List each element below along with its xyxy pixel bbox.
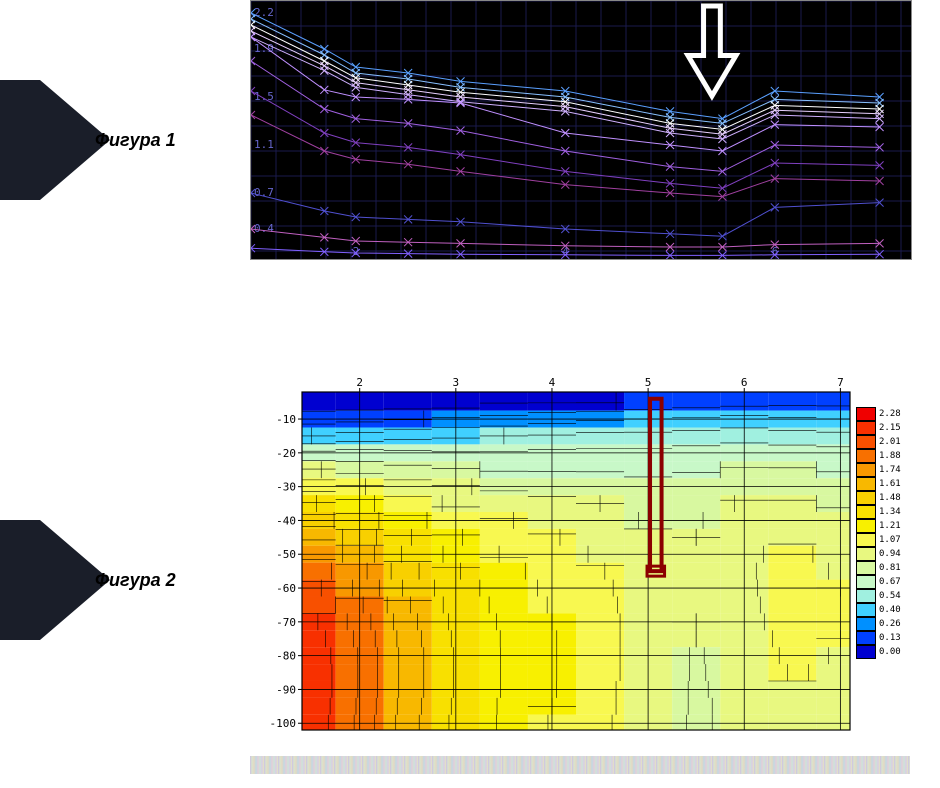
- svg-text:-70: -70: [276, 616, 296, 629]
- legend-swatch: [856, 589, 876, 603]
- svg-text:-80: -80: [276, 650, 296, 663]
- figure2-label-block: Фигура 2: [0, 520, 200, 640]
- legend-value: 1.21: [879, 521, 901, 531]
- legend-swatch: [856, 449, 876, 463]
- figure1-svg: 2.21.91.51.10.70.4246: [251, 1, 911, 259]
- figure1-label-block: Фигура 1: [0, 80, 200, 200]
- svg-text:1.5: 1.5: [254, 90, 274, 103]
- legend-swatch: [856, 519, 876, 533]
- noise-strip: [250, 756, 910, 774]
- svg-text:-100: -100: [270, 717, 297, 730]
- legend-swatch: [856, 575, 876, 589]
- figure2-arrow-shape: [0, 520, 110, 640]
- legend-value: 2.28: [879, 409, 901, 419]
- legend-value: 0.40: [879, 605, 901, 615]
- legend-value: 0.26: [879, 619, 901, 629]
- legend-row: 0.13: [856, 631, 901, 645]
- legend-row: 2.15: [856, 421, 901, 435]
- legend-row: 0.26: [856, 617, 901, 631]
- legend-swatch: [856, 547, 876, 561]
- legend-value: 2.01: [879, 437, 901, 447]
- legend-value: 0.13: [879, 633, 901, 643]
- legend-swatch: [856, 421, 876, 435]
- legend-value: 0.81: [879, 563, 901, 573]
- svg-text:-50: -50: [276, 548, 296, 561]
- legend-row: 1.61: [856, 477, 901, 491]
- legend-row: 1.21: [856, 519, 901, 533]
- legend-row: 0.00: [856, 645, 901, 659]
- legend-value: 1.48: [879, 493, 901, 503]
- legend-row: 1.34: [856, 505, 901, 519]
- legend-swatch: [856, 533, 876, 547]
- legend-swatch: [856, 561, 876, 575]
- svg-text:5: 5: [645, 376, 652, 389]
- svg-text:-30: -30: [276, 481, 296, 494]
- legend-swatch: [856, 407, 876, 421]
- svg-text:2.2: 2.2: [254, 6, 274, 19]
- legend-swatch: [856, 463, 876, 477]
- legend-value: 1.07: [879, 535, 901, 545]
- legend-value: 1.88: [879, 451, 901, 461]
- legend-value: 0.54: [879, 591, 901, 601]
- legend-value: 1.34: [879, 507, 901, 517]
- legend-swatch: [856, 603, 876, 617]
- svg-text:3: 3: [453, 376, 460, 389]
- svg-text:4: 4: [549, 376, 556, 389]
- svg-text:-60: -60: [276, 582, 296, 595]
- svg-text:0.4: 0.4: [254, 222, 274, 235]
- legend-swatch: [856, 435, 876, 449]
- svg-text:-20: -20: [276, 447, 296, 460]
- figure2-label-text: Фигура 2: [95, 570, 176, 591]
- svg-text:7: 7: [837, 376, 844, 389]
- svg-text:2: 2: [356, 376, 363, 389]
- legend-value: 1.61: [879, 479, 901, 489]
- svg-text:1.9: 1.9: [254, 42, 274, 55]
- svg-text:-10: -10: [276, 413, 296, 426]
- legend-row: 0.40: [856, 603, 901, 617]
- svg-text:6: 6: [741, 376, 748, 389]
- legend-swatch: [856, 491, 876, 505]
- legend-row: 0.67: [856, 575, 901, 589]
- legend-row: 2.01: [856, 435, 901, 449]
- legend-value: 0.94: [879, 549, 901, 559]
- legend-swatch: [856, 631, 876, 645]
- legend-swatch: [856, 505, 876, 519]
- legend-row: 1.88: [856, 449, 901, 463]
- legend-row: 1.74: [856, 463, 901, 477]
- legend-value: 2.15: [879, 423, 901, 433]
- figure2-svg: 2 3 4 5 6 7 -10 -20 -30 -40 -50 -60 -70 -80 -90 -100: [250, 370, 910, 740]
- legend-swatch: [856, 645, 876, 659]
- svg-text:-40: -40: [276, 514, 296, 527]
- figure2-legend: 2.28 2.15 2.01 1.88 1.74 1.61 1.48 1.34 1.21 1.07…: [856, 407, 901, 659]
- svg-text:0.7: 0.7: [254, 186, 274, 199]
- legend-row: 0.81: [856, 561, 901, 575]
- figure1-chart: 2.21.91.51.10.70.4246: [250, 0, 912, 260]
- legend-value: 0.00: [879, 647, 901, 657]
- legend-swatch: [856, 477, 876, 491]
- legend-row: 2.28: [856, 407, 901, 421]
- legend-row: 0.54: [856, 589, 901, 603]
- figure1-arrow-shape: [0, 80, 110, 200]
- legend-row: 1.48: [856, 491, 901, 505]
- legend-row: 1.07: [856, 533, 901, 547]
- legend-swatch: [856, 617, 876, 631]
- figure2-chart: 2 3 4 5 6 7 -10 -20 -30 -40 -50 -60 -70 -80 -90 -100 2.2…: [250, 370, 910, 740]
- figure1-label-text: Фигура 1: [95, 130, 176, 151]
- svg-text:1.1: 1.1: [254, 138, 274, 151]
- legend-row: 0.94: [856, 547, 901, 561]
- legend-value: 1.74: [879, 465, 901, 475]
- legend-value: 0.67: [879, 577, 901, 587]
- svg-text:-90: -90: [276, 683, 296, 696]
